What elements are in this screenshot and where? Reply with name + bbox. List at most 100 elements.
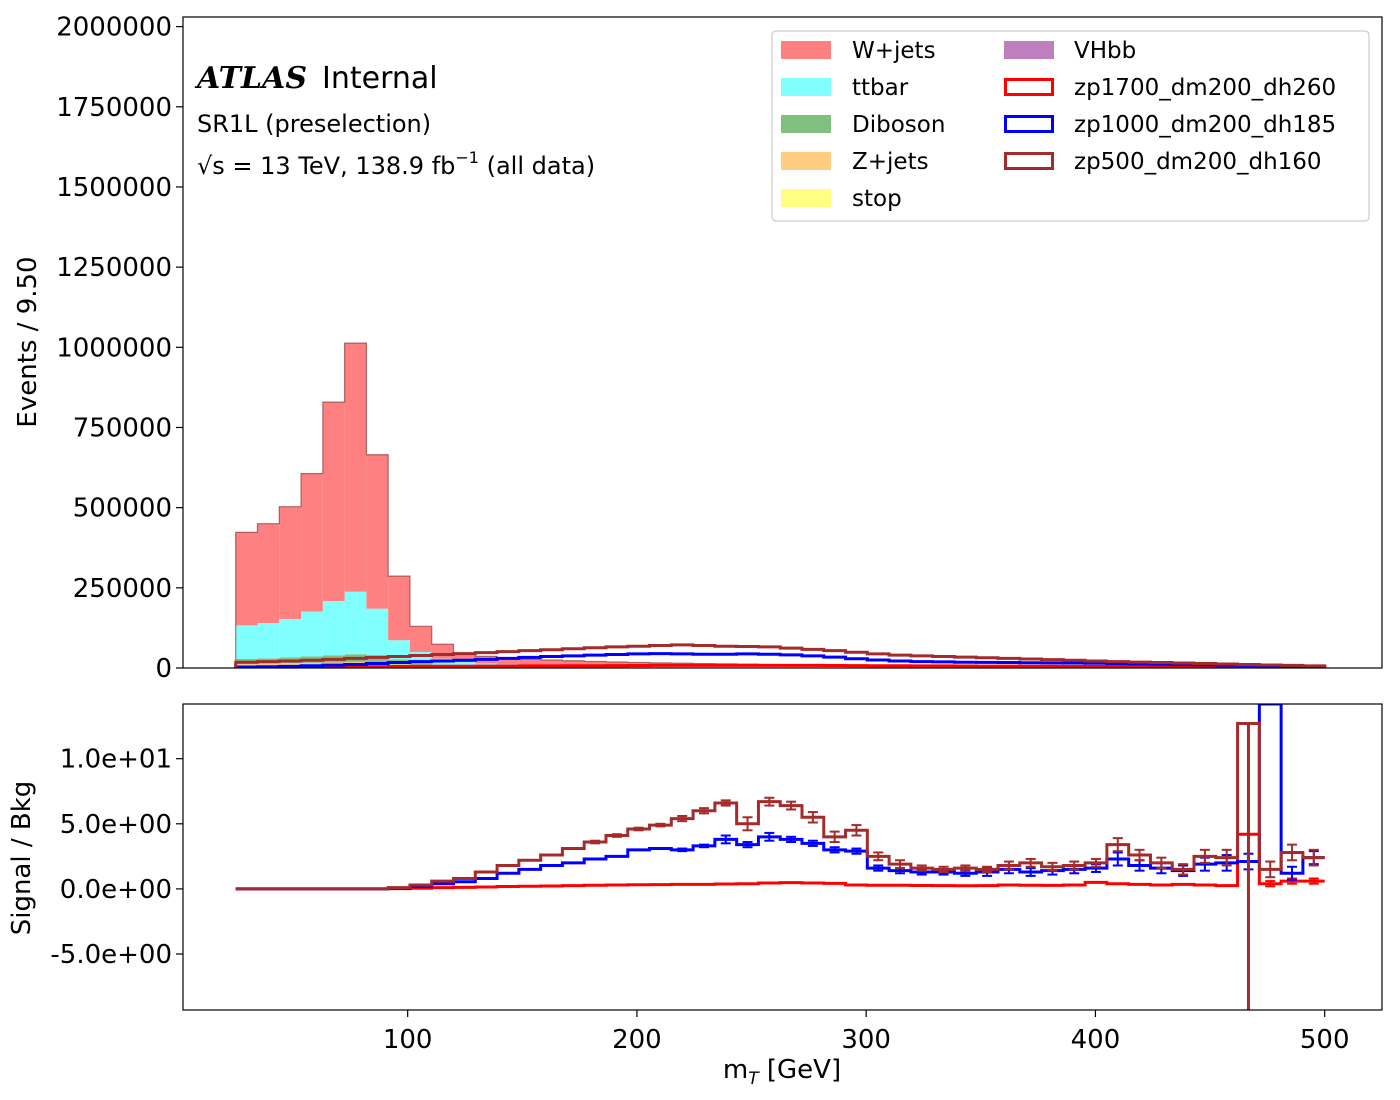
- legend-swatch-vhbb: [1004, 41, 1054, 59]
- bar-z-jets-0: [235, 663, 258, 668]
- energy-sup: −1: [455, 148, 479, 167]
- region-label: SR1L (preselection): [197, 110, 431, 138]
- main-y-ticks: 0 250000 500000 750000 1000000 1250000 1500000…: [56, 13, 183, 684]
- legend-label-w-jets: W+jets: [852, 38, 936, 64]
- energy-sqrt: √s: [197, 152, 225, 180]
- bar-w-jets-6: [366, 454, 389, 609]
- main-y-tick-label: 1250000: [56, 253, 172, 283]
- bar-ttbar-3: [301, 611, 323, 657]
- main-y-axis-label: Events / 9.50: [13, 256, 43, 427]
- legend-items: W+jets ttbar Diboson Z+jets stop VHbb zp1700_d…: [781, 38, 1336, 212]
- x-tick-label: 400: [1071, 1025, 1121, 1055]
- bar-w-jets-16: [584, 661, 606, 666]
- signal-line-zp1700-dm200-dh260: [234, 663, 1327, 668]
- bar-w-jets-17: [605, 662, 628, 666]
- bar-w-jets-4: [322, 402, 345, 601]
- legend-box: [771, 30, 1370, 222]
- signal-line-zp500-dm200-dh160: [234, 643, 1327, 668]
- bar-ttbar-29: [867, 667, 890, 668]
- x-tick-label: 300: [841, 1025, 891, 1055]
- legend-swatch-w-jets: [781, 41, 831, 59]
- main-y-tick-label: 2000000: [56, 13, 172, 43]
- bar-ttbar-25: [780, 666, 802, 668]
- main-y-tick-label: 1750000: [56, 93, 172, 123]
- ratio-plot-frame: [182, 703, 1383, 1011]
- bar-w-jets-14: [540, 659, 563, 665]
- bar-w-jets-10: [453, 653, 476, 663]
- bar-w-jets-13: [518, 659, 541, 665]
- main-y-tick-label: 500000: [73, 494, 172, 524]
- legend-swatch-zp500-dm200-dh160: [1004, 152, 1054, 170]
- bar-w-jets-5: [344, 343, 367, 592]
- bar-diboson-15: [562, 666, 585, 668]
- bar-ttbar-1: [257, 623, 280, 659]
- main-y-tick-label: 250000: [73, 574, 172, 604]
- bar-ttbar-10: [453, 662, 476, 666]
- ratio-y-tick-label: 1.0e+01: [60, 745, 172, 775]
- bar-w-jets-2: [279, 506, 302, 619]
- ratio-panel: -5.0e+00 0.0e+00 5.0e+00 1.0e+01 100 200 300 4…: [7, 703, 1383, 1089]
- legend-label-z-jets: Z+jets: [852, 149, 929, 175]
- bar-diboson-16: [584, 667, 606, 668]
- ratio-series-zp500-dm200-dh160: [235, 722, 1325, 891]
- bar-w-jets-9: [431, 644, 454, 659]
- ratio-y-tick-label: 5.0e+00: [60, 810, 172, 840]
- ratio-y-ticks: -5.0e+00 0.0e+00 5.0e+00 1.0e+01: [50, 745, 183, 970]
- legend-label-ttbar: ttbar: [852, 75, 909, 101]
- legend-swatch-zp1700-dm200-dh260: [1004, 78, 1054, 96]
- main-y-tick-label: 1500000: [56, 173, 172, 203]
- legend-label-zp1000-dm200-dh185: zp1000_dm200_dh185: [1074, 112, 1336, 138]
- bar-w-jets-3: [301, 473, 323, 612]
- bar-ttbar-6: [366, 608, 389, 656]
- ratio-step-lines: [235, 704, 1325, 1010]
- energy-lumi-label: √s = 13 TeV, 138.9 fb−1 (all data): [197, 148, 595, 180]
- legend-swatch-z-jets: [781, 152, 831, 170]
- legend-swatch-zp1000-dm200-dh185: [1004, 115, 1054, 133]
- ratio-line-zp1000-dm200-dh185: [235, 704, 1325, 891]
- bar-ttbar-7: [388, 640, 410, 660]
- ratio-y-tick-label: 0.0e+00: [60, 875, 172, 905]
- bar-w-jets-0: [235, 532, 258, 626]
- bar-ttbar-0: [235, 625, 258, 660]
- legend-swatch-stop: [781, 189, 831, 207]
- legend: W+jets ttbar Diboson Z+jets stop VHbb zp1700_d…: [771, 30, 1370, 222]
- ratio-plot-background: [183, 704, 1382, 1010]
- bar-ttbar-24: [758, 666, 781, 668]
- bar-diboson-8: [409, 663, 432, 666]
- legend-label-stop: stop: [852, 186, 902, 212]
- legend-label-vhbb: VHbb: [1074, 38, 1136, 64]
- x-tick-label: 200: [612, 1025, 662, 1055]
- energy-tail: (all data): [479, 152, 595, 180]
- ratio-y-axis-label: Signal / Bkg: [7, 781, 37, 936]
- legend-label-zp500-dm200-dh160: zp500_dm200_dh160: [1074, 149, 1322, 175]
- energy-rest: = 13 TeV, 138.9 fb: [225, 152, 456, 180]
- bar-ttbar-4: [322, 600, 345, 656]
- main-plot-frame: [182, 16, 1383, 669]
- ratio-line-zp1700-dm200-dh260: [235, 832, 1325, 891]
- ratio-y-tick-label: -5.0e+00: [50, 940, 172, 970]
- atlas-label: ATLAS: [194, 61, 307, 96]
- ratio-series-zp1700-dm200-dh260: [235, 832, 1325, 891]
- internal-label: Internal: [322, 61, 438, 96]
- bar-w-jets-12: [497, 658, 519, 665]
- legend-label-zp1700-dm200-dh260: zp1700_dm200_dh260: [1074, 75, 1336, 101]
- legend-swatch-ttbar: [781, 78, 831, 96]
- ratio-x-ticks: 100 200 300 400 500: [383, 1010, 1350, 1055]
- bar-ttbar-30: [889, 667, 911, 668]
- signal-step-lines: [234, 643, 1327, 668]
- atlas-label-line: ATLAS: [194, 61, 307, 96]
- x-tick-label: 100: [383, 1025, 433, 1055]
- main-y-tick-label: 1000000: [56, 333, 172, 363]
- bar-ttbar-5: [344, 591, 367, 655]
- bar-ttbar-23: [736, 666, 759, 668]
- legend-swatch-diboson: [781, 115, 831, 133]
- main-histogram-panel: 0 250000 500000 750000 1000000 1250000 1500000…: [13, 13, 1383, 684]
- bar-w-jets-1: [257, 523, 280, 624]
- x-axis-label: mT [GeV]: [723, 1055, 841, 1089]
- bar-w-jets-15: [562, 660, 585, 666]
- bar-w-jets-8: [409, 626, 432, 652]
- bar-ttbar-28: [845, 667, 868, 668]
- bar-ttbar-2: [279, 618, 302, 658]
